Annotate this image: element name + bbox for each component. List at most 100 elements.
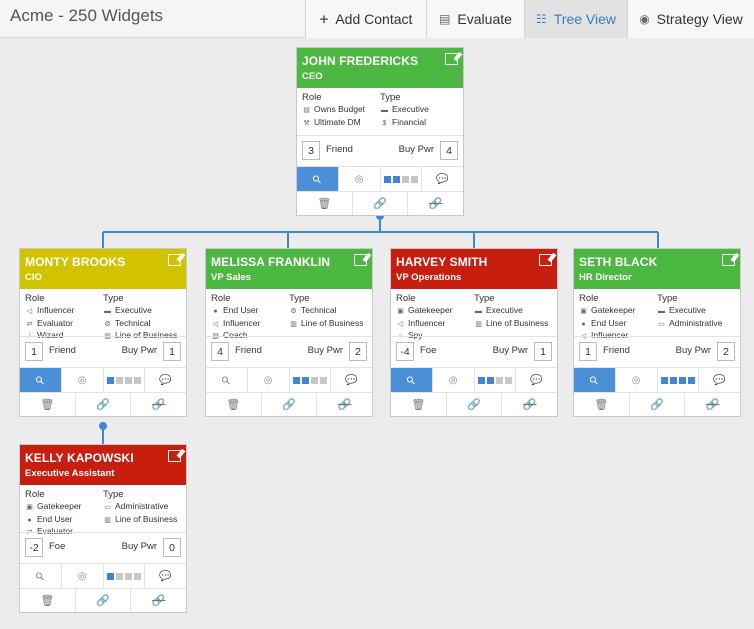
evaluate-button[interactable]: ▤ Evaluate <box>426 0 524 38</box>
buying-power-score[interactable]: 2 <box>717 342 735 361</box>
role-item: ● End User <box>579 318 635 331</box>
delete-button[interactable]: 🗑 <box>206 393 262 416</box>
buying-power-score[interactable]: 2 <box>349 342 367 361</box>
edit-icon[interactable] <box>445 53 458 65</box>
progress-dots[interactable] <box>475 368 517 392</box>
list-icon: ▤ <box>439 12 451 26</box>
comment-button[interactable]: 💬 <box>699 368 740 392</box>
relationship-score[interactable]: 3 <box>302 141 320 160</box>
comment-icon: 💬 <box>436 173 449 185</box>
comment-button[interactable]: 💬 <box>145 564 186 588</box>
progress-dots[interactable] <box>104 564 146 588</box>
relationship-score[interactable]: 1 <box>25 342 43 361</box>
relationship-score[interactable]: 1 <box>579 342 597 361</box>
delete-button[interactable]: 🗑 <box>297 192 353 215</box>
edit-icon[interactable] <box>354 254 367 266</box>
strategy-view-button[interactable]: ◉ Strategy View <box>627 0 754 38</box>
bullhorn-icon: ◁ <box>397 320 404 328</box>
role-item: ▤ Owns Budget <box>302 104 365 117</box>
comment-button[interactable]: 💬 <box>516 368 557 392</box>
progress-dot <box>106 376 114 384</box>
target-button[interactable]: ◎ <box>339 167 381 191</box>
key-player-button[interactable]: ⚲ <box>20 368 62 392</box>
progress-dot <box>392 175 400 183</box>
progress-dots[interactable] <box>104 368 146 392</box>
add-contact-button[interactable]: + Add Contact <box>305 0 426 38</box>
relationship-score[interactable]: -2 <box>25 538 43 557</box>
link-icon: 🔗 <box>650 399 664 411</box>
unlink-button[interactable]: 🔗 <box>131 589 186 612</box>
briefcase-icon: ▬ <box>658 308 665 315</box>
role-label: Evaluator <box>37 526 73 536</box>
key-player-button[interactable]: ⚲ <box>391 368 433 392</box>
card-header: JOHN FREDERICKS CEO <box>297 48 463 88</box>
type-column: Type ▬ Executive $ Financial <box>380 92 429 129</box>
key-icon: ⚲ <box>33 569 48 584</box>
comment-button[interactable]: 💬 <box>331 368 372 392</box>
progress-dot <box>504 376 512 384</box>
delete-button[interactable]: 🗑 <box>574 393 630 416</box>
target-button[interactable]: ◎ <box>62 564 104 588</box>
target-icon: ◎ <box>354 173 364 185</box>
delete-button[interactable]: 🗑 <box>391 393 447 416</box>
link-button[interactable]: 🔗 <box>262 393 318 416</box>
relationship-score[interactable]: -4 <box>396 342 414 361</box>
key-player-button[interactable]: ⚲ <box>574 368 616 392</box>
edit-icon[interactable] <box>722 254 735 266</box>
key-player-button[interactable]: ⚲ <box>297 167 339 191</box>
target-button[interactable]: ◎ <box>248 368 290 392</box>
progress-dots[interactable] <box>658 368 700 392</box>
unlink-button[interactable]: 🔗 <box>408 192 463 215</box>
trash-icon: 🗑 <box>594 399 609 411</box>
bullhorn-icon: ◁ <box>26 308 33 315</box>
comment-icon: 💬 <box>530 374 543 386</box>
role-label: Wizard <box>37 330 64 340</box>
progress-dot <box>133 376 141 384</box>
edit-icon[interactable] <box>168 450 181 462</box>
type-heading: Type <box>657 293 678 304</box>
edit-icon[interactable] <box>168 254 181 266</box>
link-button[interactable]: 🔗 <box>353 192 409 215</box>
contact-name: JOHN FREDERICKS <box>302 54 419 68</box>
link-button[interactable]: 🔗 <box>76 589 132 612</box>
role-item: ◁ Influencer <box>396 318 452 331</box>
contact-title: CIO <box>25 272 42 283</box>
unlink-button[interactable]: 🔗 <box>502 393 557 416</box>
target-button[interactable]: ◎ <box>433 368 475 392</box>
key-player-button[interactable]: ⚲ <box>206 368 248 392</box>
link-button[interactable]: 🔗 <box>447 393 503 416</box>
progress-indicator <box>383 175 418 183</box>
relationship-label: Friend <box>603 345 630 356</box>
progress-dots[interactable] <box>381 167 423 191</box>
buying-power-score[interactable]: 1 <box>534 342 552 361</box>
comment-button[interactable]: 💬 <box>145 368 186 392</box>
contact-attributes: Role ▣ Gatekeeper ● End User ⇄ Evaluator Type… <box>20 485 186 536</box>
comment-button[interactable]: 💬 <box>422 167 463 191</box>
target-button[interactable]: ◎ <box>62 368 104 392</box>
unlink-button[interactable]: 🔗 <box>317 393 372 416</box>
unlink-button[interactable]: 🔗 <box>131 393 186 416</box>
buying-power-score[interactable]: 1 <box>163 342 181 361</box>
link-button[interactable]: 🔗 <box>76 393 132 416</box>
progress-dot <box>486 376 494 384</box>
buying-power-score[interactable]: 0 <box>163 538 181 557</box>
type-label: Line of Business <box>486 317 549 328</box>
relationship-score[interactable]: 4 <box>211 342 229 361</box>
role-heading: Role <box>211 293 231 304</box>
progress-dot <box>124 376 132 384</box>
progress-dots[interactable] <box>290 368 332 392</box>
delete-button[interactable]: 🗑 <box>20 393 76 416</box>
tree-view-button[interactable]: ☷ Tree View <box>524 0 627 38</box>
card-tools: 🗑 🔗 🔗 <box>391 392 557 416</box>
target-button[interactable]: ◎ <box>616 368 658 392</box>
type-heading: Type <box>103 293 124 304</box>
buying-power-score[interactable]: 4 <box>440 141 458 160</box>
progress-indicator <box>292 376 327 384</box>
delete-button[interactable]: 🗑 <box>20 589 76 612</box>
edit-icon[interactable] <box>539 254 552 266</box>
progress-dot <box>115 376 123 384</box>
tree-view-label: Tree View <box>553 11 616 27</box>
key-player-button[interactable]: ⚲ <box>20 564 62 588</box>
unlink-button[interactable]: 🔗 <box>685 393 740 416</box>
link-button[interactable]: 🔗 <box>630 393 686 416</box>
